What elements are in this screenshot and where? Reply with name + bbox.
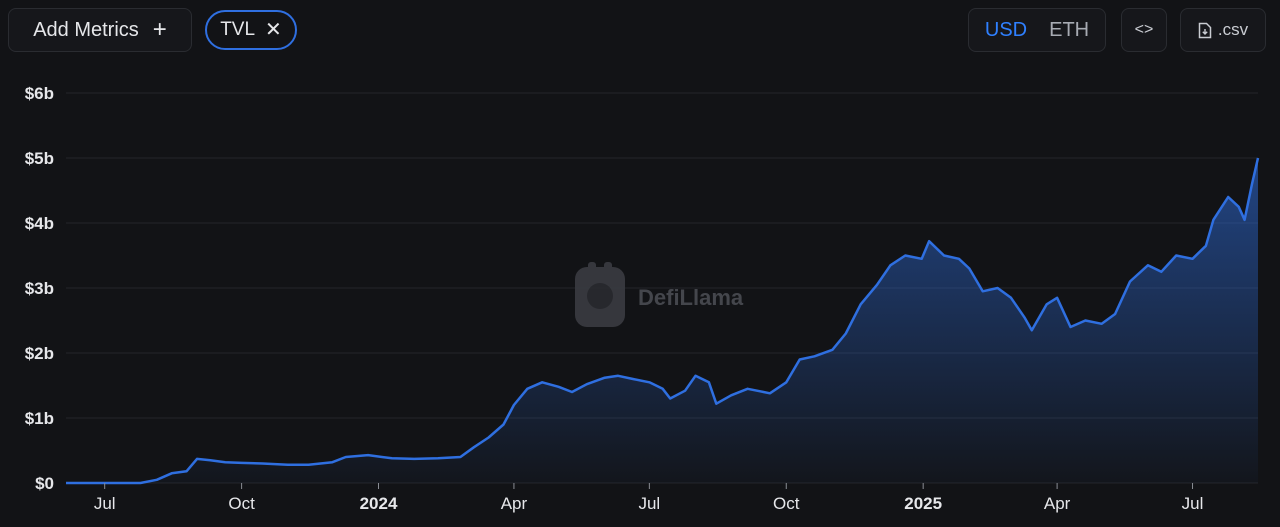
x-tick-label: Oct: [228, 494, 255, 513]
x-tick-label: Jul: [1182, 494, 1204, 513]
download-csv-button[interactable]: .csv: [1180, 8, 1266, 52]
y-tick-label: $2b: [25, 344, 54, 363]
file-download-icon: [1198, 22, 1212, 38]
y-tick-label: $1b: [25, 409, 54, 428]
tvl-area-fill: [66, 158, 1258, 483]
x-tick-label: Apr: [501, 494, 528, 513]
x-tick-label: 2025: [904, 494, 942, 513]
x-tick-label: Jul: [94, 494, 116, 513]
watermark-text: DefiLlama: [638, 285, 744, 310]
tvl-chip-label: TVL: [220, 19, 256, 40]
code-icon: <>: [1134, 21, 1154, 38]
currency-toggle: USD ETH: [968, 8, 1106, 52]
x-tick-label: Oct: [773, 494, 800, 513]
tvl-metric-chip[interactable]: TVL ✕: [205, 10, 297, 50]
y-tick-label: $4b: [25, 214, 54, 233]
csv-label: .csv: [1217, 20, 1249, 39]
x-axis: Jul Oct 2024 Apr Jul Oct 2025 Apr Jul: [94, 483, 1204, 513]
tvl-series-line: [66, 157, 1260, 485]
y-axis: $0 $1b $2b $3b $4b $5b $6b: [25, 84, 54, 493]
currency-eth-option[interactable]: ETH: [1049, 18, 1090, 41]
y-tick-label: $3b: [25, 279, 54, 298]
defillama-watermark: DefiLlama: [575, 262, 744, 327]
add-metrics-button[interactable]: Add Metrics +: [8, 8, 192, 52]
y-tick-label: $0: [35, 474, 54, 493]
y-tick-label: $6b: [25, 84, 54, 103]
x-tick-label: Apr: [1044, 494, 1071, 513]
add-metrics-label: Add Metrics: [33, 18, 139, 41]
y-tick-label: $5b: [25, 149, 54, 168]
embed-code-button[interactable]: <>: [1121, 8, 1167, 52]
plus-icon: +: [152, 16, 167, 43]
x-tick-label: Jul: [638, 494, 660, 513]
close-icon[interactable]: ✕: [265, 19, 282, 41]
x-tick-label: 2024: [360, 494, 398, 513]
currency-usd-option[interactable]: USD: [984, 18, 1028, 41]
